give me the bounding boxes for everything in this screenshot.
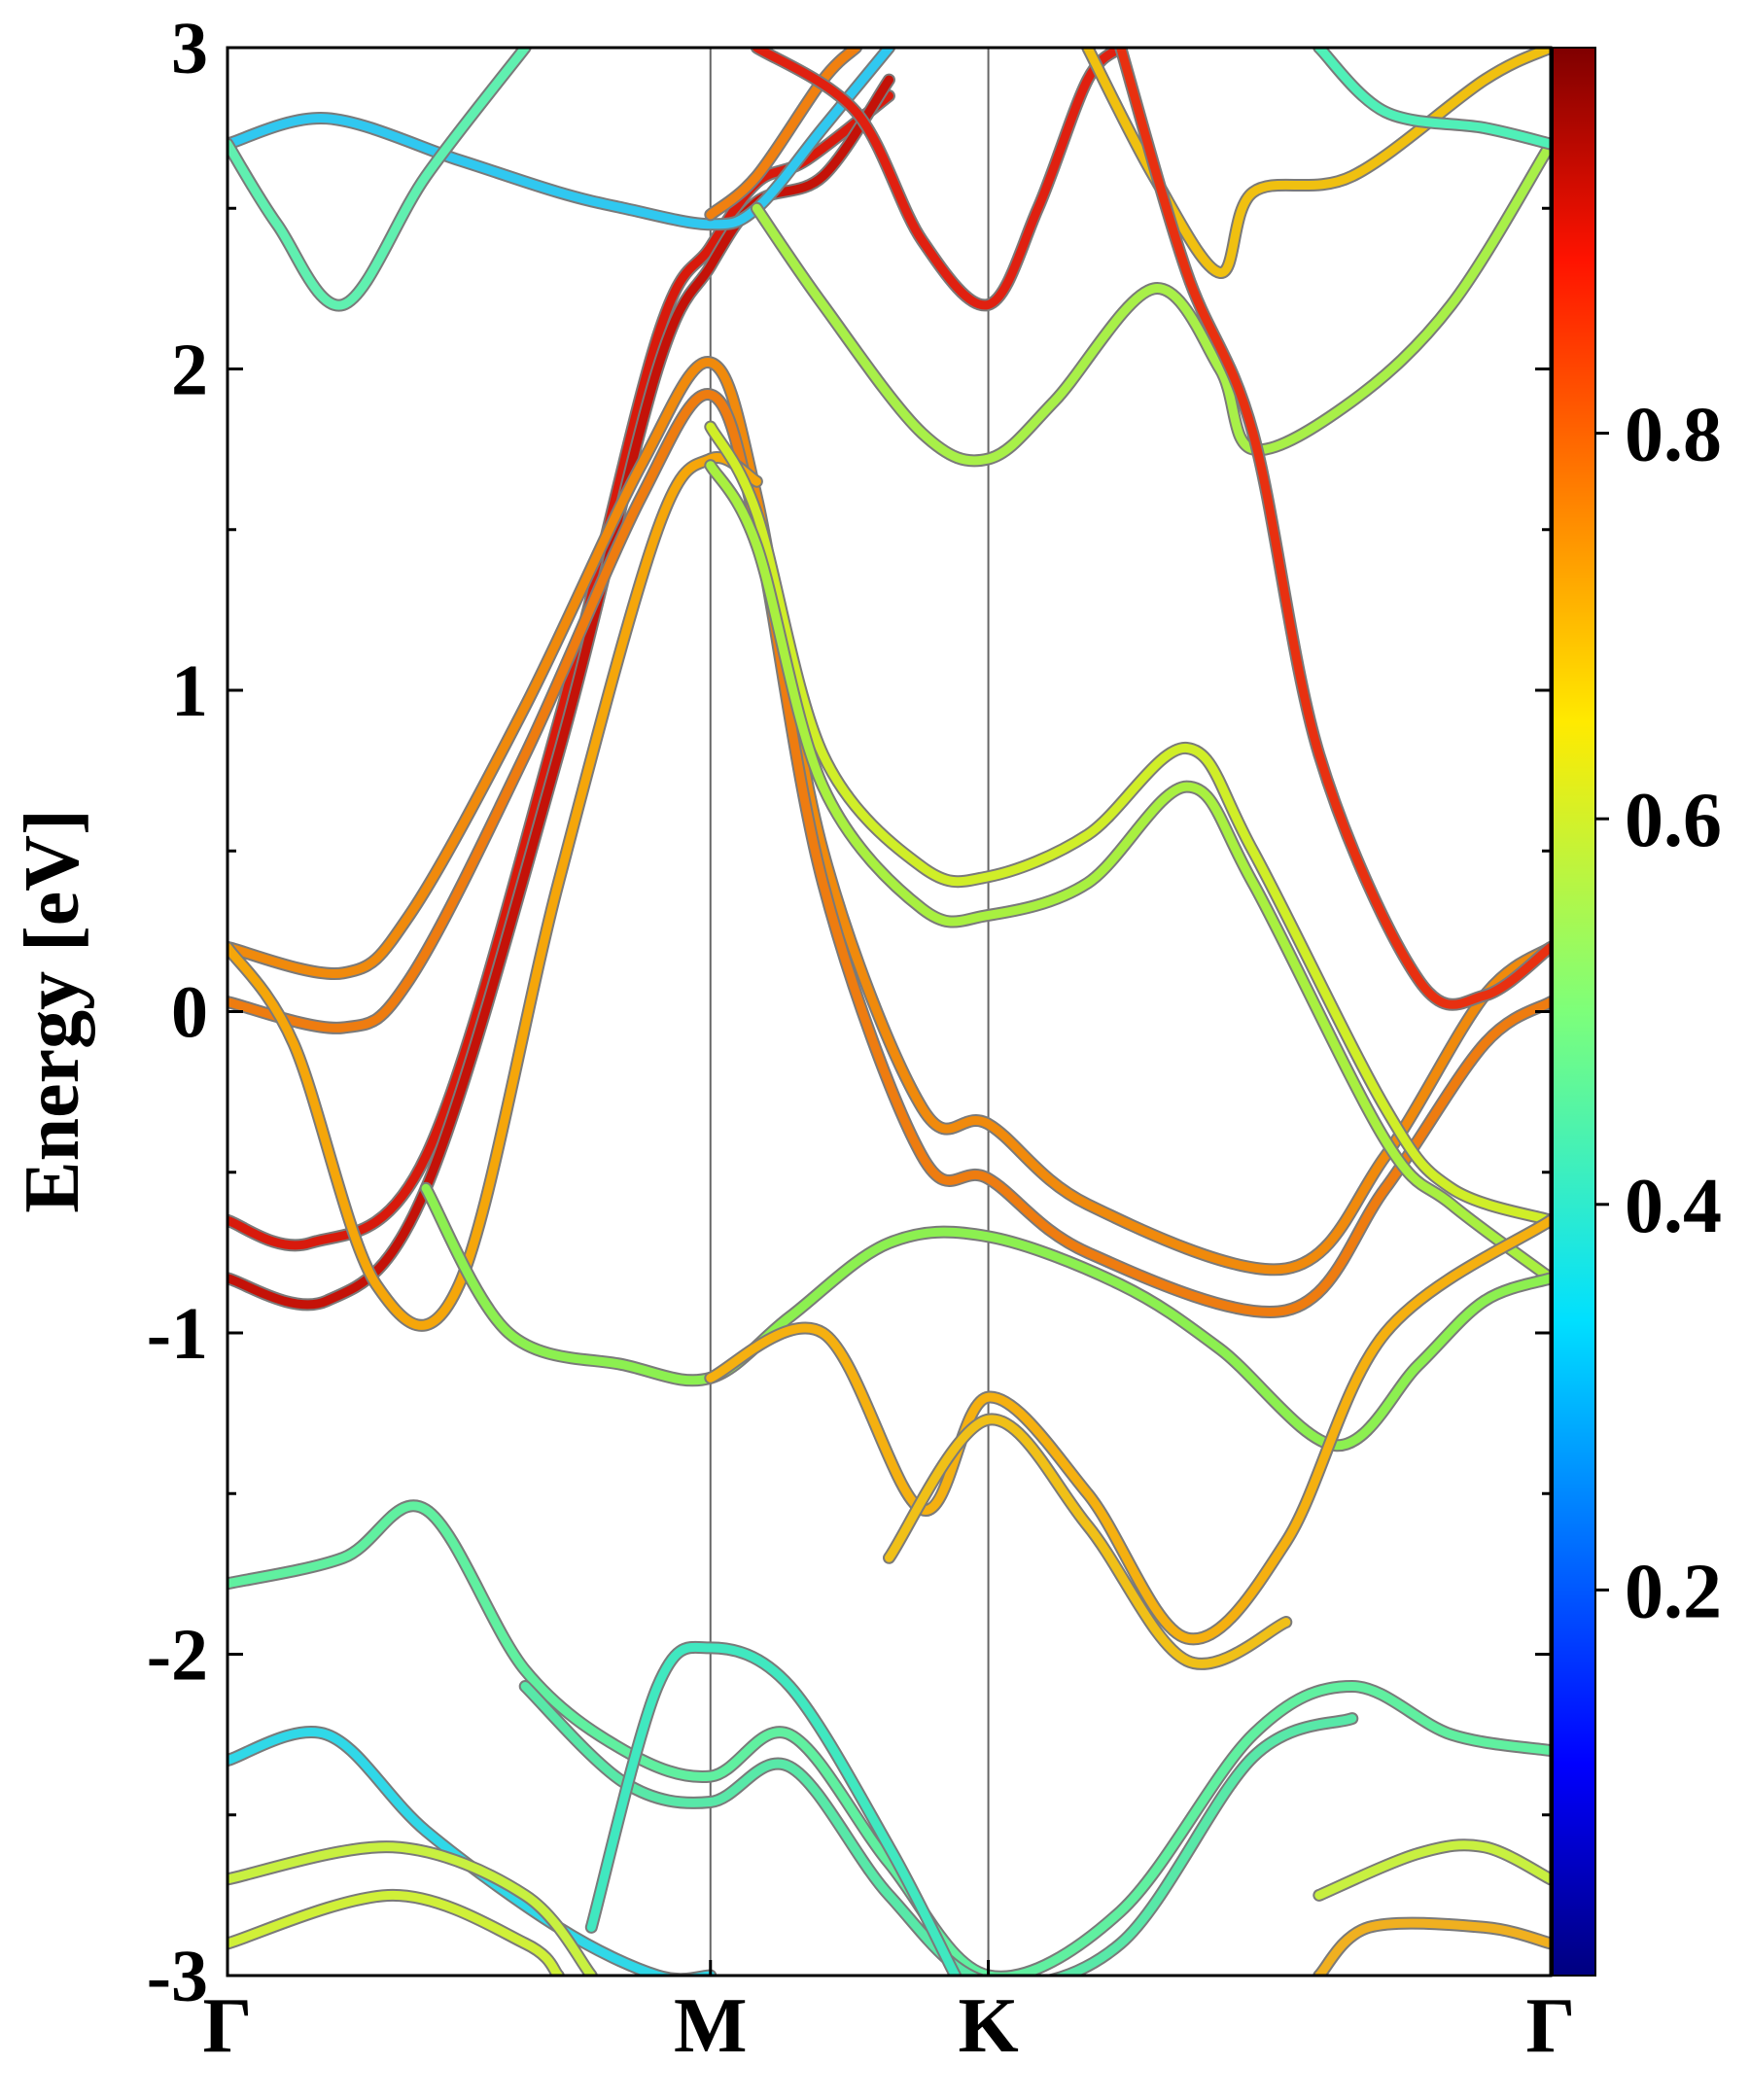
colorbar-gradient	[1552, 47, 1596, 1977]
y-tick-label: 2	[171, 330, 208, 411]
y-tick-label: -2	[147, 1615, 208, 1697]
y-tick-label: -1	[147, 1293, 208, 1375]
band-outline	[750, 137, 1551, 468]
x-tick-label: Γ	[203, 1983, 253, 2069]
band-line	[885, 1415, 1291, 1668]
band-outline	[1114, 48, 1551, 1011]
band-line	[520, 1682, 1357, 1976]
band-line	[228, 390, 1551, 1316]
band-line	[1314, 1918, 1551, 1976]
band-line	[228, 1501, 1551, 1976]
y-tick-label: 1	[171, 650, 208, 732]
band-line	[1314, 1840, 1551, 1900]
band-line	[228, 48, 893, 229]
colorbar-tick-label: 0.4	[1625, 1164, 1722, 1249]
colorbar-tick-label: 0.8	[1625, 393, 1722, 478]
band-outline	[228, 451, 763, 1332]
y-axis-ticks: 3 2 1 0 -1 -2 -3	[147, 8, 1551, 2017]
band-outline	[584, 1640, 962, 1976]
band-line	[1116, 48, 1551, 1009]
colorbar: 0.2 0.4 0.6 0.8	[1552, 47, 1722, 1977]
band-line	[706, 422, 1551, 1225]
band-line	[706, 48, 860, 220]
y-axis-label: Energy [eV]	[10, 809, 95, 1212]
band-line	[228, 358, 1551, 1275]
band-lines	[228, 48, 1551, 1976]
band-line	[421, 1183, 1551, 1451]
colorbar-ticks: 0.2 0.4 0.6 0.8	[1595, 393, 1722, 1634]
x-tick-label: Γ	[1526, 1983, 1576, 2069]
colorbar-tick-label: 0.2	[1625, 1549, 1722, 1634]
band-line	[752, 139, 1551, 466]
band-line	[228, 453, 761, 1330]
band-line	[228, 1842, 596, 1976]
y-tick-label: -3	[147, 1936, 208, 2017]
band-line	[1314, 48, 1551, 149]
band-line	[228, 1890, 563, 1976]
band-line	[706, 1215, 1551, 1644]
band-line	[752, 48, 1126, 310]
band-outline	[704, 459, 1551, 1285]
band-outline	[228, 356, 1551, 1277]
band-line	[228, 48, 530, 310]
x-tick-label: K	[958, 1983, 1018, 2069]
band-line	[706, 461, 1551, 1283]
band-line	[228, 75, 893, 1310]
band-line	[586, 1642, 961, 1976]
x-tick-label: M	[674, 1983, 748, 2069]
y-tick-label: 0	[171, 972, 208, 1054]
plot-area	[226, 46, 1553, 1978]
colorbar-tick-label: 0.6	[1625, 778, 1722, 863]
y-tick-label: 3	[171, 8, 208, 89]
